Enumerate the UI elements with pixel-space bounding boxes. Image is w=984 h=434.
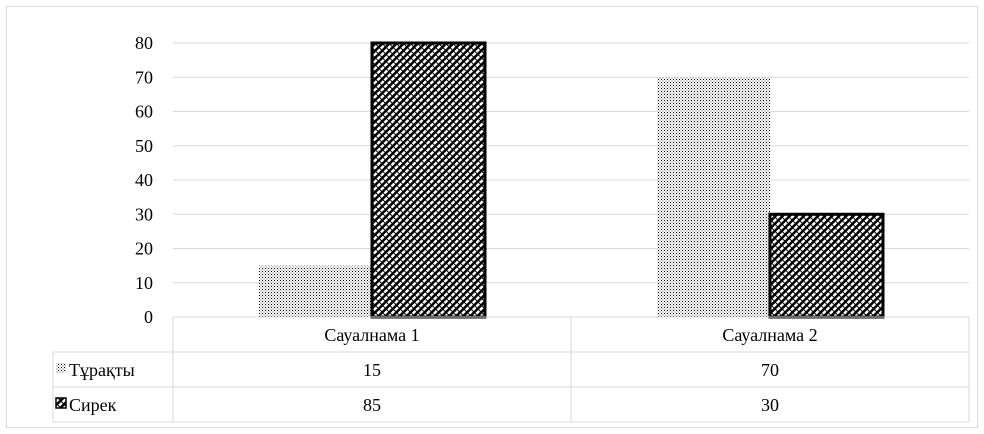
bar-1-1 [259, 265, 372, 317]
data-table: Сауалнама 1 Сауалнама 2 Тұрақты 15 70 Сирек 85… [52, 316, 970, 423]
y-axis-ticks: 0 10 20 30 40 50 60 70 80 [135, 33, 153, 327]
legend-key-2 [55, 397, 67, 409]
y-tick-label: 30 [135, 204, 153, 224]
bar-2-1 [370, 41, 487, 319]
legend-key-1 [56, 363, 66, 373]
series-label: Сирек [69, 395, 117, 415]
y-tick-label: 50 [135, 136, 153, 156]
bars [259, 41, 885, 319]
bar-2-2 [768, 212, 885, 319]
y-tick-label: 0 [144, 307, 153, 327]
category-label: Сауалнама 2 [722, 325, 817, 345]
y-tick-label: 70 [135, 67, 153, 87]
y-tick-label: 10 [135, 273, 153, 293]
y-tick-label: 20 [135, 239, 153, 259]
bar-chart: 0 10 20 30 40 50 60 70 80 Сауалнама 1 Сауалнама 2… [52, 33, 970, 423]
y-tick-label: 80 [135, 33, 153, 53]
data-label: 85 [363, 395, 381, 415]
category-label: Сауалнама 1 [324, 325, 419, 345]
y-tick-label: 60 [135, 102, 153, 122]
data-label: 70 [761, 360, 779, 380]
chart-frame: 0 10 20 30 40 50 60 70 80 Сауалнама 1 Сауалнама 2… [6, 6, 978, 428]
data-label: 15 [363, 360, 381, 380]
y-tick-label: 40 [135, 170, 153, 190]
bar-1-2 [657, 77, 770, 317]
series-label: Тұрақты [69, 360, 135, 380]
data-label: 30 [761, 395, 779, 415]
